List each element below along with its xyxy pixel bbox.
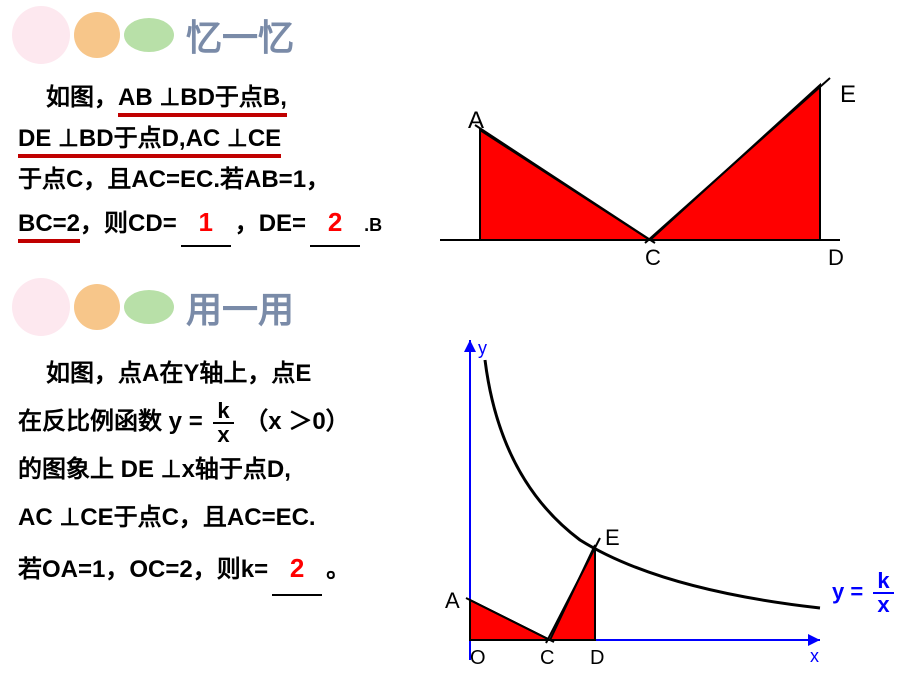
p2-l2pre: 在反比例函数: [18, 408, 169, 435]
label-C: C: [645, 245, 661, 270]
p2-l2post: （x ＞0）: [238, 408, 350, 435]
diagram1: A E C D: [420, 70, 880, 270]
section2-dots: [12, 278, 174, 336]
p1-u1: AB ⊥BD于点B,: [118, 84, 287, 117]
p2-l5pre: 若OA=1，OC=2，则k=: [18, 556, 268, 583]
label-A2: A: [445, 588, 460, 613]
section1-title: 忆一忆: [186, 9, 294, 61]
dot2-green: [124, 290, 174, 324]
p2-line1: 如图，点A在Y轴上，点E: [18, 350, 438, 398]
dot2-orange: [74, 284, 120, 330]
eq-fraction: kx: [213, 400, 233, 446]
label-x: x: [810, 646, 819, 666]
label-O: O: [470, 647, 486, 669]
diagram2: y x O A E C D: [400, 330, 840, 690]
p1-l4mid: ，则CD=: [80, 210, 177, 237]
section2-title: 用一用: [186, 281, 294, 333]
p1-ans2: 2: [310, 200, 360, 247]
p1-l2u2: AC ⊥CE: [186, 125, 282, 158]
p2-ans: 2: [272, 542, 322, 596]
p2-line4: AC ⊥CE于点C，且AC=EC.: [18, 494, 438, 542]
p1-ans1: 1: [181, 200, 231, 247]
dot-green: [124, 18, 174, 52]
dot-pink: [12, 6, 70, 64]
eq-label-num: k: [873, 570, 893, 594]
hyperbola: [485, 360, 820, 608]
p1-ans2-val: 2: [328, 207, 342, 237]
section1-dots: [12, 6, 174, 64]
p2-line3: 的图象上 DE ⊥x轴于点D,: [18, 446, 438, 494]
eq-label-fraction: k x: [873, 570, 893, 616]
p1-l2u1: DE ⊥BD于点D,: [18, 125, 186, 158]
eq-y: y: [169, 408, 182, 435]
p2-l5end: 。: [326, 556, 350, 583]
section2-header: 用一用: [12, 278, 294, 336]
label-y: y: [478, 338, 487, 358]
y-arrow: [464, 340, 476, 352]
eq-label-lhs: y =: [832, 579, 863, 604]
problem2-text: 如图，点A在Y轴上，点E 在反比例函数 y = kx （x ＞0） 的图象上 D…: [18, 350, 438, 596]
p2-ans-val: 2: [290, 553, 304, 583]
label-D: D: [828, 245, 844, 270]
dot-orange: [74, 12, 120, 58]
x-arrow: [808, 634, 820, 646]
problem1-text: 如图，AB ⊥BD于点B, DE ⊥BD于点D,AC ⊥CE 于点C，且AC=E…: [18, 78, 438, 247]
p1-pre: 如图，: [46, 84, 118, 111]
label-A: A: [468, 107, 484, 134]
eq-label-right: y = k x: [832, 570, 898, 616]
p1-l4mid2: ，DE=: [235, 210, 306, 237]
section1-header: 忆一忆: [12, 6, 294, 64]
label-E2: E: [605, 525, 620, 550]
eq-den: x: [213, 424, 233, 446]
dot2-pink: [12, 278, 70, 336]
label-D2: D: [590, 647, 604, 669]
p1-line3: 于点C，且AC=EC.若AB=1，: [18, 160, 438, 201]
label-E: E: [840, 81, 856, 108]
eq-label-den: x: [873, 594, 893, 616]
label-C2: C: [540, 647, 554, 669]
p1-ans1-val: 1: [198, 207, 212, 237]
eq-num: k: [213, 400, 233, 424]
p1-l4u1: BC=2: [18, 210, 80, 243]
